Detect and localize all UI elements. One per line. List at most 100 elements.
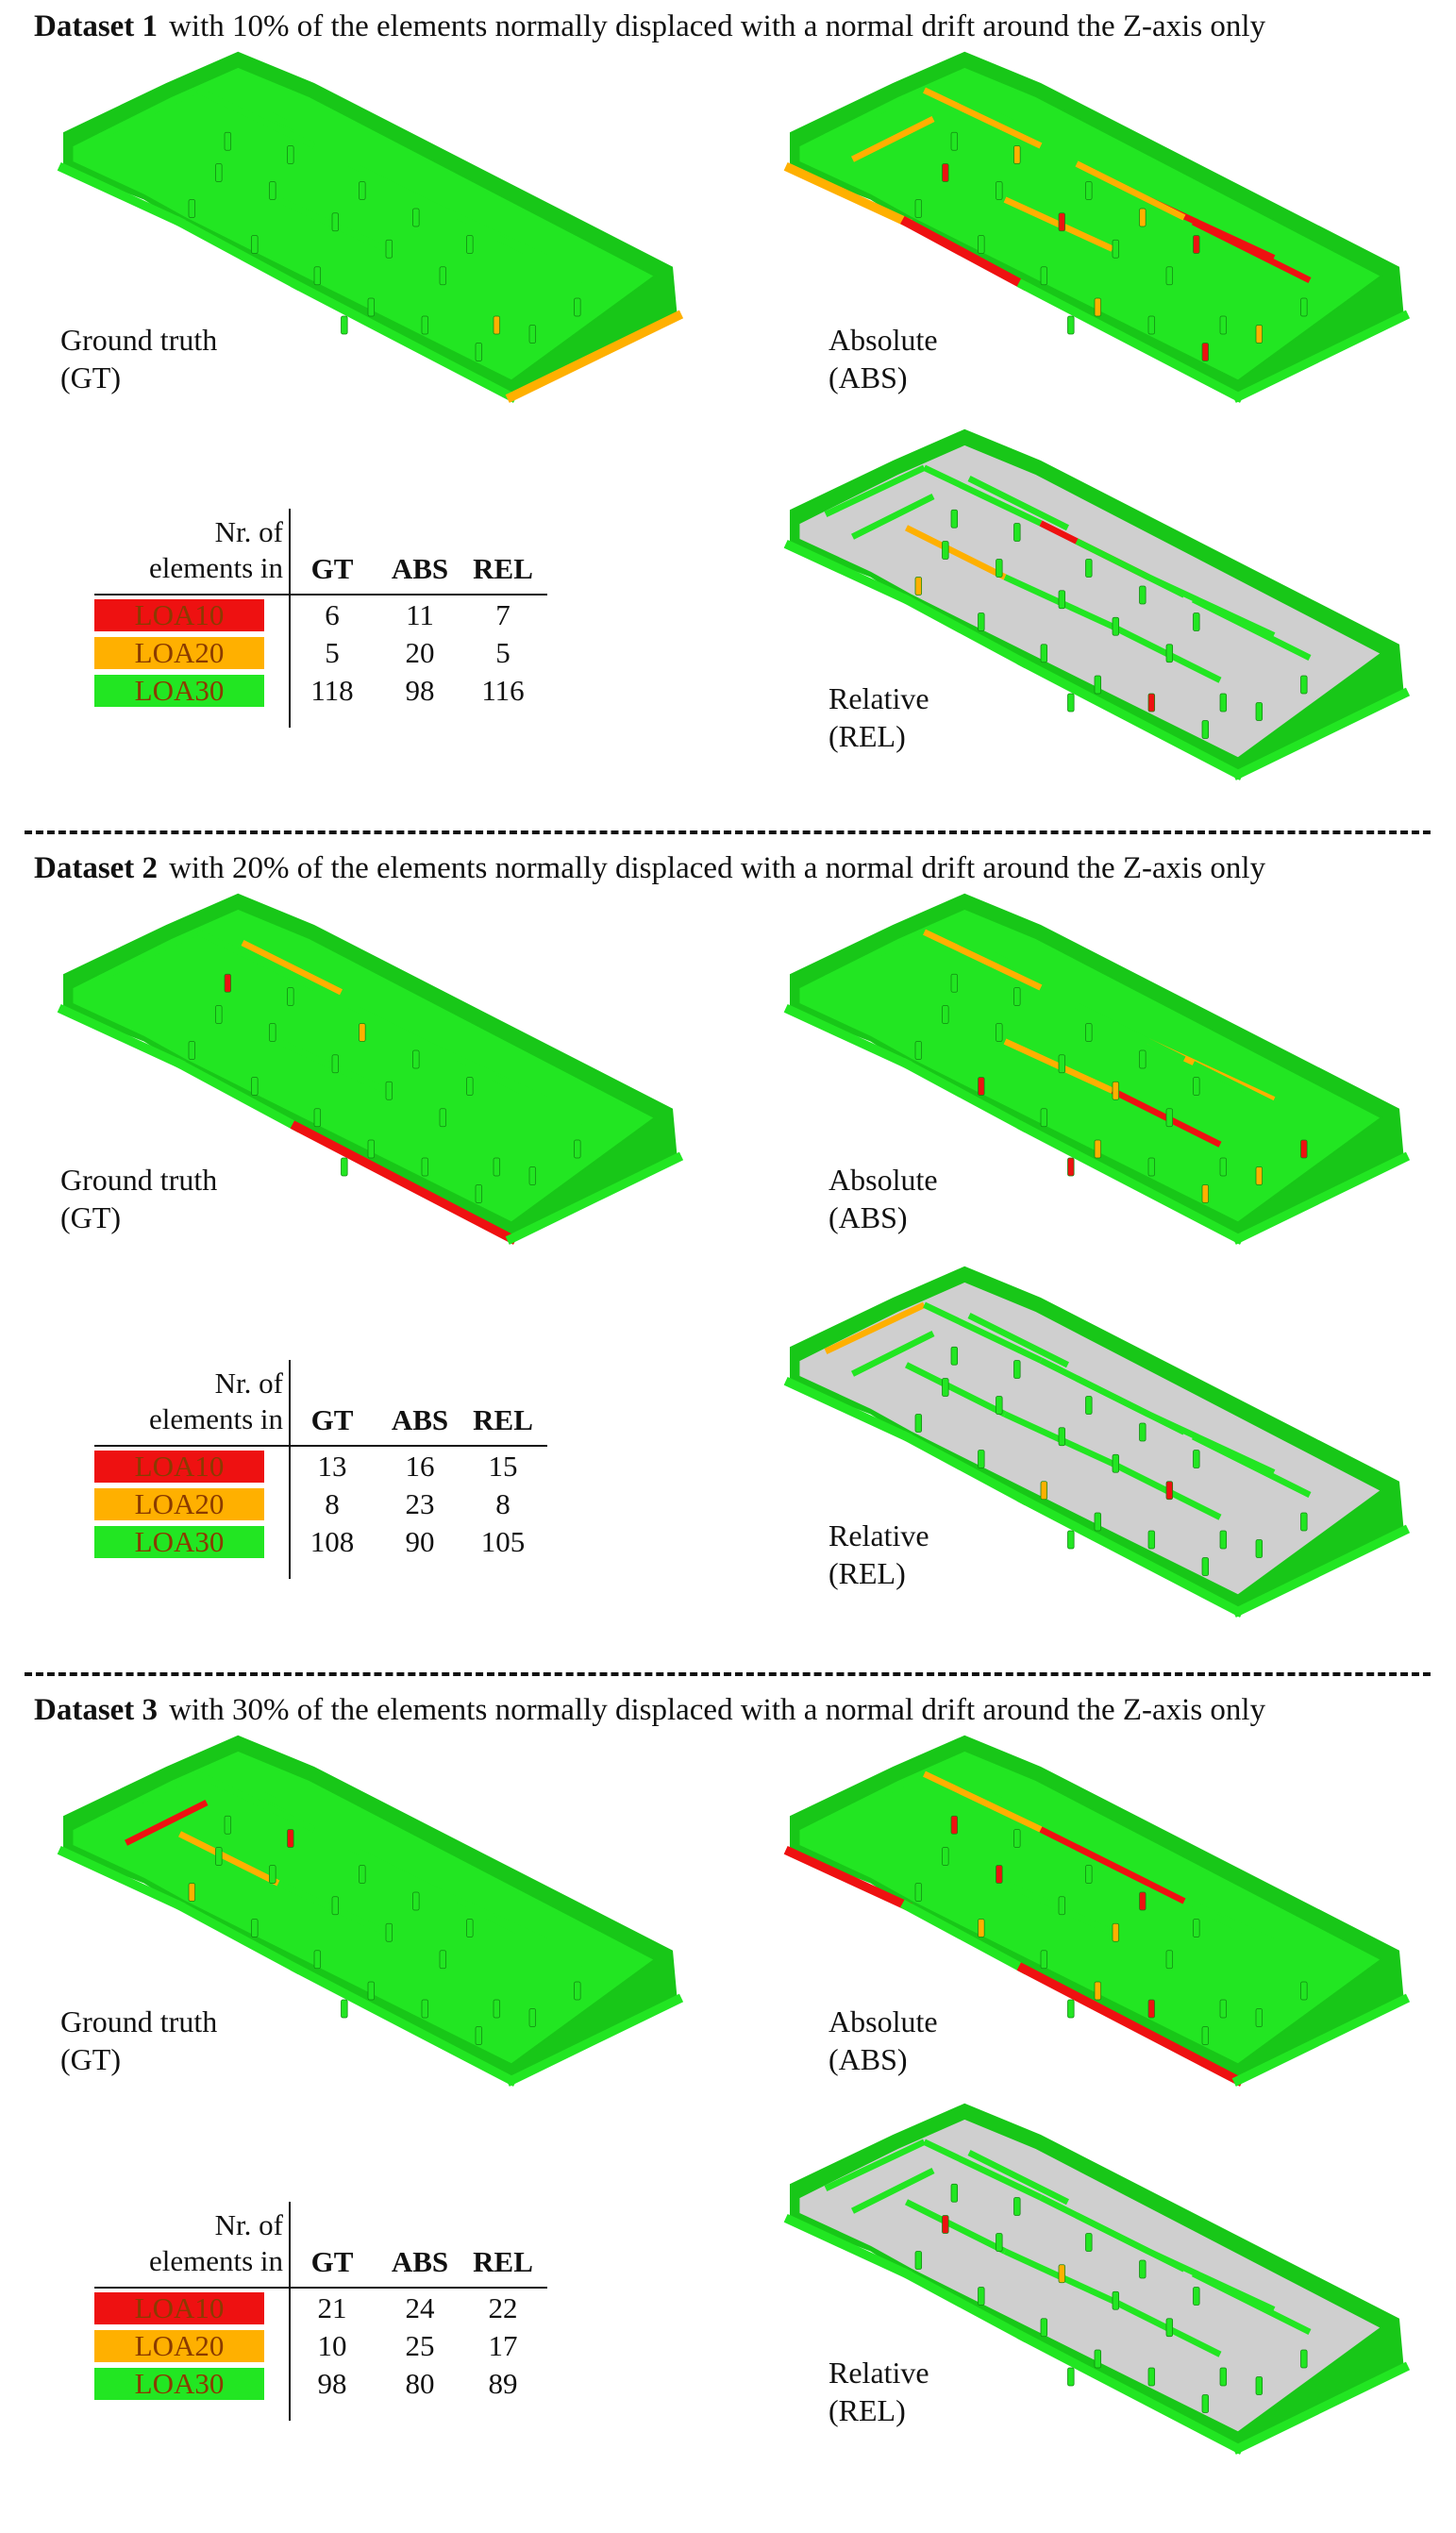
interior-wall xyxy=(905,525,1007,580)
interior-wall xyxy=(967,940,1069,996)
rel-label: Relative (REL) xyxy=(828,2354,929,2429)
column-element xyxy=(269,181,276,200)
loa10-label: LOA10 xyxy=(94,1451,264,1483)
column-element xyxy=(1255,1539,1264,1558)
interior-wall xyxy=(851,494,935,540)
interior-wall xyxy=(465,219,585,283)
column-element xyxy=(1067,315,1075,335)
column-element xyxy=(215,163,223,182)
column-element xyxy=(950,2183,959,2203)
floor-slab xyxy=(797,1280,1383,1597)
interior-wall xyxy=(196,929,316,991)
column-element xyxy=(1139,1422,1146,1442)
floorplan-svg xyxy=(57,1735,684,2087)
exterior-wall xyxy=(900,1899,1029,1975)
column-element xyxy=(1067,1157,1075,1177)
column-element xyxy=(475,343,483,361)
column-element xyxy=(914,1414,923,1433)
column-element xyxy=(1219,2367,1228,2387)
column-element xyxy=(978,612,985,631)
interior-wall xyxy=(97,1770,199,1824)
column-element xyxy=(996,1396,1003,1415)
column-element xyxy=(287,145,294,164)
interior-wall xyxy=(905,2199,1007,2255)
rel-label-line2: (REL) xyxy=(828,1556,906,1590)
column-element xyxy=(1094,1981,1102,2001)
column-element xyxy=(475,2026,483,2045)
column-element xyxy=(1165,1950,1174,1970)
column-element xyxy=(493,1999,501,2019)
loa10-gt-value: 6 xyxy=(325,598,340,631)
column-element xyxy=(914,199,923,218)
loa20-gt-value: 10 xyxy=(317,2329,347,2362)
column-element xyxy=(1219,1157,1228,1177)
column-element xyxy=(996,1023,1003,1042)
gt-model-render xyxy=(38,889,698,1248)
abs-label-line2: (ABS) xyxy=(828,2042,908,2076)
column-element xyxy=(1139,2259,1146,2279)
interior-wall xyxy=(97,87,199,141)
abs-label-line2: (ABS) xyxy=(828,1200,908,1234)
column-element xyxy=(359,181,366,200)
interior-wall xyxy=(125,116,209,162)
loa30-gt-value: 108 xyxy=(310,1525,355,1558)
exterior-wall xyxy=(1016,1120,1245,1245)
exterior-wall xyxy=(1231,1524,1411,1618)
rel-label-line1: Relative xyxy=(828,2356,929,2390)
column-element xyxy=(528,1166,537,1185)
column-element xyxy=(1112,616,1120,636)
table-divider-horizontal xyxy=(94,594,547,596)
column-element xyxy=(996,181,1003,200)
column-element xyxy=(1300,297,1308,317)
column-element xyxy=(359,1023,366,1042)
column-element xyxy=(1085,2233,1093,2252)
column-element xyxy=(942,1378,949,1397)
column-element xyxy=(1147,315,1156,335)
column-element xyxy=(493,315,501,335)
column-element xyxy=(1165,266,1174,286)
column-element xyxy=(1139,1049,1146,1069)
column-element xyxy=(341,315,348,335)
column-element xyxy=(1139,208,1146,227)
column-element xyxy=(1193,1450,1200,1468)
column-element xyxy=(1085,1865,1093,1884)
column-element xyxy=(1165,1108,1174,1128)
column-element xyxy=(996,559,1003,578)
table-divider-vertical xyxy=(289,1360,291,1579)
column-element xyxy=(528,325,537,344)
floorplan-svg xyxy=(57,51,684,403)
loa10-rel-value: 22 xyxy=(488,2291,518,2324)
exterior-wall xyxy=(900,593,1029,669)
loa30-label: LOA30 xyxy=(94,675,264,707)
column-element xyxy=(1193,235,1200,254)
interior-wall xyxy=(967,1782,1069,1837)
abs-label: Absolute (ABS) xyxy=(828,321,938,396)
rel-model-render xyxy=(764,2099,1425,2458)
table-header-line2: elements in xyxy=(148,2244,283,2277)
column-element xyxy=(385,239,393,259)
interior-wall xyxy=(97,929,199,982)
gt-label-line1: Ground truth xyxy=(60,1163,218,1197)
interior-wall xyxy=(178,989,280,1045)
floor-slab xyxy=(71,65,657,382)
column-element xyxy=(269,1865,276,1884)
gt-label: Ground truth (GT) xyxy=(60,1161,217,1236)
column-element xyxy=(251,235,259,254)
column-element xyxy=(1165,2318,1174,2338)
column-element xyxy=(1013,2197,1021,2216)
loa10-gt-value: 13 xyxy=(317,1450,347,1483)
loa10-label: LOA10 xyxy=(94,599,264,631)
interior-wall xyxy=(851,116,935,162)
column-element xyxy=(1300,1981,1308,2001)
column-element xyxy=(1201,2394,1210,2413)
gt-label-line2: (GT) xyxy=(60,1200,121,1234)
column-element xyxy=(1067,693,1075,713)
column-element xyxy=(950,1346,959,1366)
dataset-title: Dataset 2 with 20% of the elements normal… xyxy=(34,851,1265,886)
floor-slab xyxy=(797,443,1383,760)
column-element xyxy=(1058,1054,1066,1074)
column-element xyxy=(1255,2008,1264,2027)
column-element xyxy=(331,212,340,232)
column-element xyxy=(385,1922,393,1942)
loa10-abs-value: 24 xyxy=(405,2291,435,2324)
